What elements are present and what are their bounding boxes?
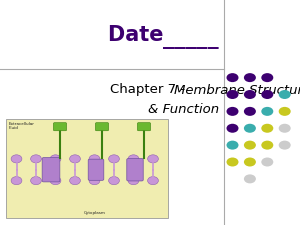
Circle shape xyxy=(244,158,256,166)
Circle shape xyxy=(148,177,158,185)
Circle shape xyxy=(279,124,291,133)
FancyBboxPatch shape xyxy=(6,119,168,218)
Circle shape xyxy=(11,177,22,185)
Circle shape xyxy=(261,90,273,99)
Circle shape xyxy=(261,124,273,133)
FancyBboxPatch shape xyxy=(88,159,104,180)
Circle shape xyxy=(31,155,41,163)
Circle shape xyxy=(70,155,80,163)
FancyBboxPatch shape xyxy=(53,123,67,131)
Circle shape xyxy=(261,141,273,150)
Circle shape xyxy=(226,124,238,133)
Circle shape xyxy=(279,90,291,99)
Circle shape xyxy=(261,73,273,82)
Circle shape xyxy=(11,155,22,163)
Circle shape xyxy=(89,177,100,185)
Circle shape xyxy=(226,158,238,166)
Text: Cytoplasm: Cytoplasm xyxy=(84,211,106,215)
Text: Membrane Structure: Membrane Structure xyxy=(174,83,300,97)
Circle shape xyxy=(109,177,119,185)
FancyBboxPatch shape xyxy=(127,159,143,181)
Text: Date: Date xyxy=(108,25,171,45)
Circle shape xyxy=(109,155,119,163)
FancyBboxPatch shape xyxy=(95,123,109,131)
Text: _____: _____ xyxy=(164,29,219,49)
Circle shape xyxy=(244,73,256,82)
Circle shape xyxy=(261,107,273,116)
Text: & Function: & Function xyxy=(148,103,219,116)
Circle shape xyxy=(279,107,291,116)
Circle shape xyxy=(279,141,291,150)
Circle shape xyxy=(244,107,256,116)
Circle shape xyxy=(89,155,100,163)
Circle shape xyxy=(244,124,256,133)
Circle shape xyxy=(128,177,139,185)
Circle shape xyxy=(244,141,256,150)
Circle shape xyxy=(148,155,158,163)
Circle shape xyxy=(226,73,238,82)
Circle shape xyxy=(226,141,238,150)
Circle shape xyxy=(226,107,238,116)
Circle shape xyxy=(226,90,238,99)
Text: Extracellular
Fluid: Extracellular Fluid xyxy=(9,122,35,130)
FancyBboxPatch shape xyxy=(137,123,151,131)
Circle shape xyxy=(261,158,273,166)
Circle shape xyxy=(128,155,139,163)
Circle shape xyxy=(70,177,80,185)
Circle shape xyxy=(31,177,41,185)
Circle shape xyxy=(50,155,61,163)
Circle shape xyxy=(50,177,61,185)
Text: Chapter 7 -: Chapter 7 - xyxy=(110,83,189,97)
FancyBboxPatch shape xyxy=(42,158,60,182)
Circle shape xyxy=(244,174,256,183)
Circle shape xyxy=(244,90,256,99)
